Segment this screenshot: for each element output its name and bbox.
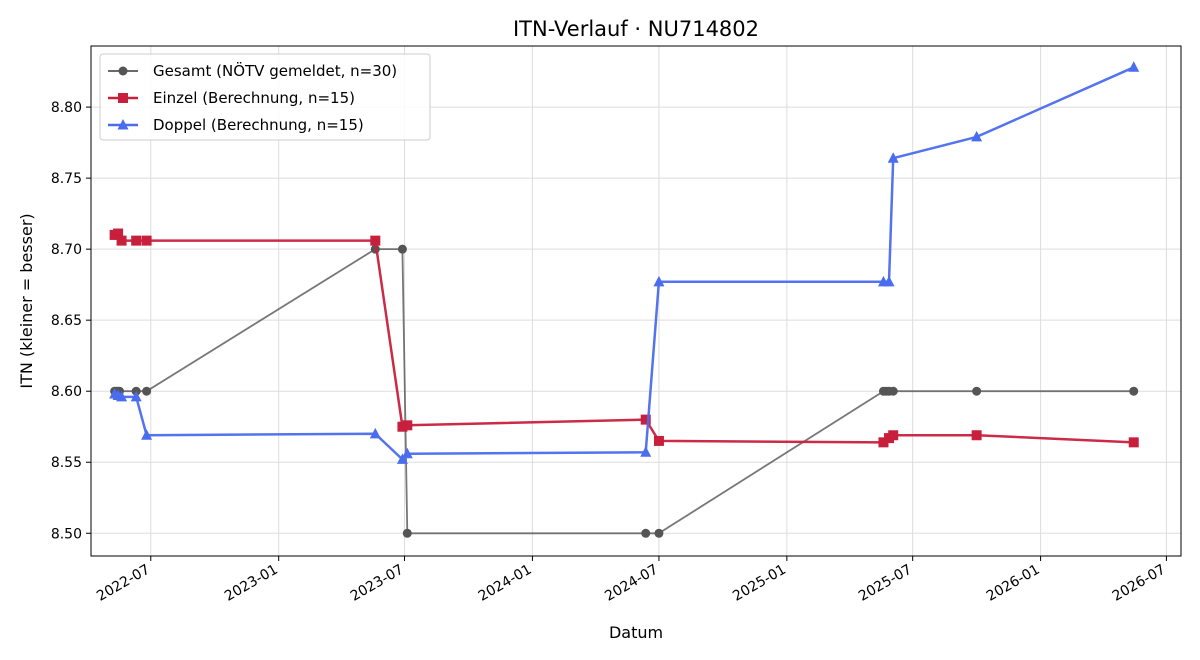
grid-layer <box>91 46 1181 556</box>
y-tick-label: 8.70 <box>51 242 82 258</box>
data-point <box>1128 61 1140 72</box>
x-ticks: 2022-07 2023-01 2023-07 2024-01 2024-07 2025-… <box>94 556 1168 605</box>
data-point <box>397 244 407 254</box>
data-point <box>640 446 652 457</box>
plot-frame <box>90 45 1182 557</box>
legend-entry-label: Gesamt (NÖTV gemeldet, n=30) <box>153 61 397 80</box>
data-point <box>653 435 664 446</box>
series-square <box>109 228 1139 448</box>
data-point <box>640 414 651 425</box>
data-point <box>971 130 983 142</box>
data-point <box>396 453 408 464</box>
y-tick-label: 8.50 <box>51 526 82 542</box>
data-point <box>402 528 412 538</box>
legend-swatch-marker <box>118 66 128 76</box>
x-tick-label: 2024-07 <box>602 562 661 605</box>
data-point <box>654 528 664 538</box>
legend-box <box>99 53 431 141</box>
data-point <box>370 235 381 246</box>
data-point <box>1129 386 1139 396</box>
data-point <box>883 275 895 287</box>
data-point <box>971 430 982 441</box>
data-point <box>888 430 899 441</box>
data-point <box>1128 437 1139 448</box>
data-point <box>142 386 152 396</box>
y-tick-label: 8.75 <box>51 171 82 187</box>
data-point <box>141 429 153 440</box>
data-point <box>113 228 124 239</box>
legend-entry-label: Doppel (Berechnung, n=15) <box>153 116 364 134</box>
data-point <box>887 152 899 163</box>
y-tick-label: 8.80 <box>51 100 82 116</box>
data-point <box>116 235 127 246</box>
data-point <box>402 420 413 431</box>
y-ticks: 8.50 8.55 8.60 8.65 8.70 8.75 8.80 <box>51 100 91 542</box>
x-tick-label: 2022-07 <box>94 562 153 605</box>
data-point <box>972 386 982 396</box>
series-circle <box>110 244 1139 538</box>
data-point <box>131 235 142 246</box>
data-point <box>888 386 898 396</box>
y-axis-label: ITN (kleiner = besser) <box>17 213 36 388</box>
legend: Gesamt (NÖTV gemeldet, n=30) Einzel (Bere… <box>99 53 431 141</box>
data-point <box>369 427 381 439</box>
data-point <box>878 437 889 448</box>
data-point <box>141 235 152 246</box>
chart-title: ITN-Verlauf · NU714802 <box>513 17 759 41</box>
y-tick-label: 8.65 <box>51 313 82 329</box>
data-point <box>653 275 665 287</box>
series-layer <box>109 61 1140 538</box>
x-tick-label: 2023-01 <box>222 562 281 605</box>
data-point <box>116 390 128 402</box>
legend-swatch-marker <box>118 93 128 103</box>
legend-entry-label: Einzel (Berechnung, n=15) <box>153 89 355 107</box>
x-tick-label: 2024-01 <box>476 562 535 605</box>
x-tick-label: 2026-01 <box>984 562 1043 605</box>
y-tick-label: 8.55 <box>51 455 82 471</box>
data-point <box>641 528 651 538</box>
data-point <box>401 447 413 459</box>
data-point <box>130 390 142 402</box>
x-tick-label: 2025-07 <box>856 562 915 605</box>
x-tick-label: 2025-01 <box>730 562 789 605</box>
x-tick-label: 2023-07 <box>348 562 407 605</box>
series-triangle <box>109 61 1140 464</box>
x-axis-label: Datum <box>609 623 663 642</box>
series-line <box>114 232 1134 444</box>
legend-swatch-marker <box>117 119 129 130</box>
x-tick-label: 2026-07 <box>1110 562 1169 605</box>
y-tick-label: 8.60 <box>51 384 82 400</box>
